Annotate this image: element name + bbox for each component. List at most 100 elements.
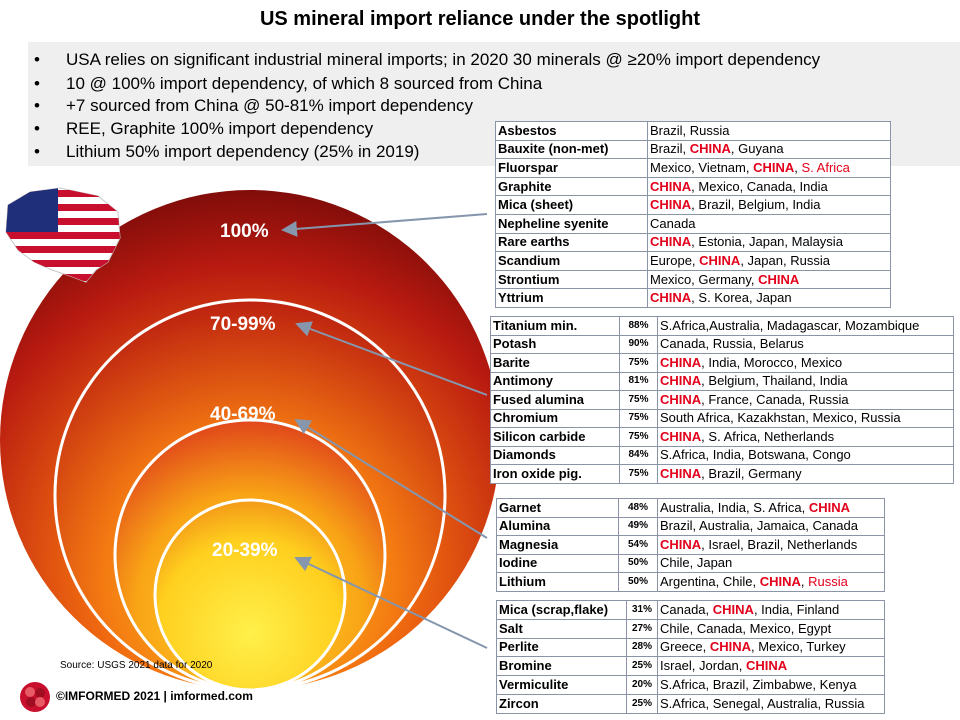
table-row: Bauxite (non-met) Brazil, CHINA, Guyana <box>495 139 891 160</box>
table-row: Zircon 25% S.Africa, Senegal, Australia, R… <box>496 693 885 714</box>
source-note: Source: USGS 2021 data for 2020 <box>60 660 213 671</box>
mineral-name: Yttrium <box>495 288 648 308</box>
table-row: Titanium min. 88% S.Africa,Australia, Mada… <box>490 316 954 336</box>
table-20-39-percent: Mica (scrap,flake) 31% Canada, CHINA, Indi… <box>496 600 885 714</box>
arrow-40-69-percent <box>294 418 488 539</box>
mineral-name: Iron oxide pig. <box>490 464 620 484</box>
mineral-name: Fused alumina <box>490 390 620 410</box>
arrow-100-percent <box>281 213 488 237</box>
source-countries: CHINA, Israel, Brazil, Netherlands <box>657 535 885 555</box>
ring-20-39-percent <box>153 498 347 692</box>
source-countries: Australia, India, S. Africa, CHINA <box>657 498 885 518</box>
source-countries: Chile, Canada, Mexico, Egypt <box>657 618 885 639</box>
mineral-name: Alumina <box>496 516 619 536</box>
mineral-name: Bauxite (non-met) <box>495 139 648 160</box>
source-countries: Chile, Japan <box>657 553 885 573</box>
level-label-40-69: 40-69% <box>210 404 276 425</box>
table-row: Rare earths CHINA, Estonia, Japan, Malays… <box>495 232 891 253</box>
source-countries: Europe, CHINA, Japan, Russia <box>647 251 891 271</box>
table-row: Scandium Europe, CHINA, Japan, Russia <box>495 251 891 271</box>
source-countries: Mexico, Germany, CHINA <box>647 269 891 290</box>
table-row: Magnesia 54% CHINA, Israel, Brazil, Nether… <box>496 535 885 555</box>
table-row: Garnet 48% Australia, India, S. Africa, CH… <box>496 498 885 518</box>
source-countries: Argentina, Chile, CHINA, Russia <box>657 572 885 592</box>
source-countries: Mexico, Vietnam, CHINA, S. Africa <box>647 158 891 178</box>
source-countries: Canada <box>647 213 891 234</box>
import-percent: 75% <box>619 464 658 484</box>
mineral-name: Barite <box>490 353 620 373</box>
mineral-name: Fluorspar <box>495 158 648 178</box>
mineral-name: Garnet <box>496 498 619 518</box>
import-percent: 28% <box>626 637 658 658</box>
table-row: Silicon carbide 75% CHINA, S. Africa, Neth… <box>490 427 954 447</box>
import-percent: 31% <box>626 600 658 620</box>
mineral-name: Antimony <box>490 371 620 391</box>
mineral-name: Mica (scrap,flake) <box>496 600 627 620</box>
mineral-name: Zircon <box>496 693 627 714</box>
import-percent: 75% <box>619 353 658 373</box>
import-percent: 75% <box>619 427 658 447</box>
mineral-name: Bromine <box>496 656 627 677</box>
table-row: Iron oxide pig. 75% CHINA, Brazil, Germany <box>490 464 954 484</box>
table-row: Chromium 75% South Africa, Kazakhstan, Mex… <box>490 408 954 428</box>
mineral-name: Rare earths <box>495 232 648 253</box>
source-countries: Greece, CHINA, Mexico, Turkey <box>657 637 885 658</box>
import-percent: 50% <box>618 553 658 573</box>
import-percent: 75% <box>619 408 658 428</box>
table-row: Nepheline syenite Canada <box>495 213 891 234</box>
source-countries: Brazil, Australia, Jamaica, Canada <box>657 516 885 536</box>
source-countries: S.Africa, India, Botswana, Congo <box>657 445 954 465</box>
table-row: Yttrium CHINA, S. Korea, Japan <box>495 288 891 308</box>
table-row: Perlite 28% Greece, CHINA, Mexico, Turkey <box>496 637 885 658</box>
import-percent: 49% <box>618 516 658 536</box>
table-row: Mica (scrap,flake) 31% Canada, CHINA, Indi… <box>496 600 885 620</box>
source-countries: Brazil, Russia <box>647 121 891 141</box>
mineral-name: Lithium <box>496 572 619 592</box>
table-row: Graphite CHINA, Mexico, Canada, India <box>495 176 891 197</box>
mineral-name: Potash <box>490 334 620 354</box>
source-countries: Canada, CHINA, India, Finland <box>657 600 885 620</box>
import-percent: 25% <box>626 693 658 714</box>
source-countries: S.Africa, Brazil, Zimbabwe, Kenya <box>657 675 885 695</box>
source-countries: CHINA, France, Canada, Russia <box>657 390 954 410</box>
import-percent: 50% <box>618 572 658 592</box>
table-row: Diamonds 84% S.Africa, India, Botswana, Co… <box>490 445 954 465</box>
source-countries: CHINA, S. Korea, Japan <box>647 288 891 308</box>
import-percent: 54% <box>618 535 658 555</box>
mineral-name: Graphite <box>495 176 648 197</box>
source-countries: CHINA, S. Africa, Netherlands <box>657 427 954 447</box>
import-percent: 27% <box>626 618 658 639</box>
mineral-name: Scandium <box>495 251 648 271</box>
source-countries: CHINA, Estonia, Japan, Malaysia <box>647 232 891 253</box>
import-percent: 90% <box>619 334 658 354</box>
mineral-name: Salt <box>496 618 627 639</box>
copyright-footer: ©IMFORMED 2021 | imformed.com <box>56 689 253 703</box>
table-row: Fused alumina 75% CHINA, France, Canada, R… <box>490 390 954 410</box>
source-countries: South Africa, Kazakhstan, Mexico, Russia <box>657 408 954 428</box>
table-row: Alumina 49% Brazil, Australia, Jamaica, Ca… <box>496 516 885 536</box>
source-countries: Canada, Russia, Belarus <box>657 334 954 354</box>
source-countries: CHINA, Belgium, Thailand, India <box>657 371 954 391</box>
mineral-name: Magnesia <box>496 535 619 555</box>
mineral-name: Silicon carbide <box>490 427 620 447</box>
import-percent: 25% <box>626 656 658 677</box>
import-percent: 88% <box>619 316 658 336</box>
table-100-percent: Asbestos Brazil, Russia Bauxite (non-met) B… <box>495 121 891 308</box>
level-label-100: 100% <box>220 221 269 242</box>
import-percent: 84% <box>619 445 658 465</box>
mineral-name: Mica (sheet) <box>495 195 648 215</box>
source-countries: CHINA, India, Morocco, Mexico <box>657 353 954 373</box>
table-row: Bromine 25% Israel, Jordan, CHINA <box>496 656 885 677</box>
source-countries: CHINA, Brazil, Belgium, India <box>647 195 891 215</box>
import-percent: 48% <box>618 498 658 518</box>
table-row: Iodine 50% Chile, Japan <box>496 553 885 573</box>
source-countries: CHINA, Mexico, Canada, India <box>647 176 891 197</box>
import-percent: 81% <box>619 371 658 391</box>
table-row: Fluorspar Mexico, Vietnam, CHINA, S. Afri… <box>495 158 891 178</box>
mineral-name: Nepheline syenite <box>495 213 648 234</box>
table-row: Lithium 50% Argentina, Chile, CHINA, Russi… <box>496 572 885 592</box>
table-row: Barite 75% CHINA, India, Morocco, Mexico <box>490 353 954 373</box>
import-percent: 20% <box>626 675 658 695</box>
mineral-name: Iodine <box>496 553 619 573</box>
